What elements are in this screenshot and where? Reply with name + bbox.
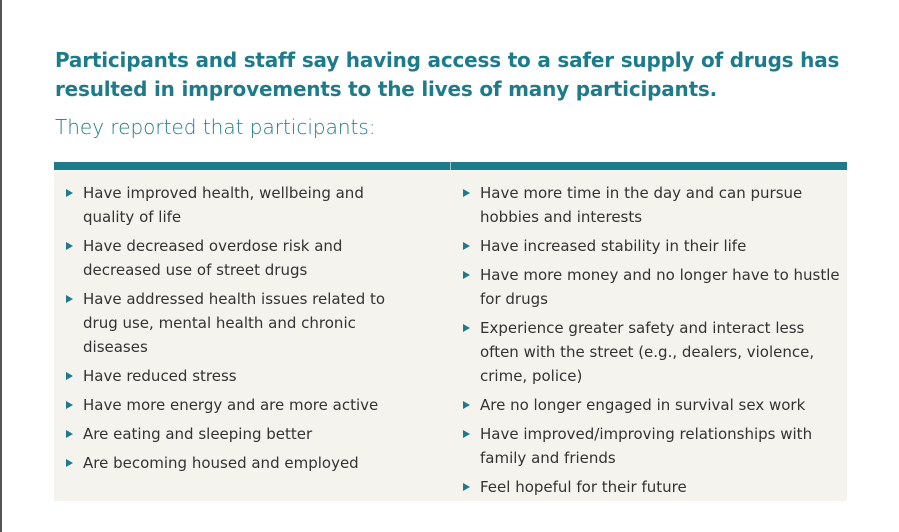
bullet-arrow-icon — [463, 271, 470, 279]
bullet-arrow-icon — [463, 189, 470, 197]
bullet-arrow-icon — [66, 295, 73, 303]
list-item-text: Are eating and sleeping better — [83, 425, 313, 443]
list-item: Have decreased overdose risk and decreas… — [66, 234, 426, 282]
list-item: Are eating and sleeping better — [66, 422, 426, 446]
bullet-arrow-icon — [66, 459, 73, 467]
list-item-text: Have addressed health issues related to … — [83, 290, 386, 356]
list-item-text: Have improved health, wellbeing and qual… — [83, 184, 364, 226]
list-item: Have improved health, wellbeing and qual… — [66, 181, 426, 229]
bullet-arrow-icon — [463, 483, 470, 491]
list-item-text: Have increased stability in their life — [480, 237, 747, 255]
list-item-text: Have reduced stress — [83, 367, 237, 385]
list-item: Have more time in the day and can pursue… — [463, 181, 843, 229]
page-edge — [0, 0, 2, 532]
list-item-text: Have more energy and are more active — [83, 396, 379, 414]
list-item-text: Have more time in the day and can pursue… — [480, 184, 803, 226]
bullet-arrow-icon — [66, 430, 73, 438]
list-item-text: Experience greater safety and interact l… — [480, 319, 815, 385]
list-item: Feel hopeful for their future — [463, 475, 843, 499]
list-item-text: Have improved/improving relationships wi… — [480, 425, 813, 467]
list-item: Are no longer engaged in survival sex wo… — [463, 393, 843, 417]
list-item: Have increased stability in their life — [463, 234, 843, 258]
column-divider — [450, 162, 451, 170]
list-item: Experience greater safety and interact l… — [463, 316, 843, 388]
list-item: Have more energy and are more active — [66, 393, 426, 417]
list-item-text: Are becoming housed and employed — [83, 454, 359, 472]
bullet-arrow-icon — [463, 401, 470, 409]
page-title: Participants and staff say having access… — [55, 48, 840, 101]
bullet-arrow-icon — [463, 324, 470, 332]
list-item-text: Are no longer engaged in survival sex wo… — [480, 396, 806, 414]
list-item-text: Have more money and no longer have to hu… — [480, 266, 840, 308]
list-item: Are becoming housed and employed — [66, 451, 426, 475]
findings-panel: Have improved health, wellbeing and qual… — [54, 170, 847, 501]
list-item: Have more money and no longer have to hu… — [463, 263, 843, 311]
bullet-arrow-icon — [463, 430, 470, 438]
list-item: Have addressed health issues related to … — [66, 287, 426, 359]
list-item: Have improved/improving relationships wi… — [463, 422, 843, 470]
bullet-arrow-icon — [66, 242, 73, 250]
right-list: Have more time in the day and can pursue… — [463, 181, 843, 504]
page-subtitle: They reported that participants: — [55, 115, 376, 139]
list-item-text: Feel hopeful for their future — [480, 478, 687, 496]
bullet-arrow-icon — [463, 242, 470, 250]
list-item: Have reduced stress — [66, 364, 426, 388]
bullet-arrow-icon — [66, 372, 73, 380]
list-item-text: Have decreased overdose risk and decreas… — [83, 237, 343, 279]
header-bar — [54, 162, 847, 170]
bullet-arrow-icon — [66, 401, 73, 409]
bullet-arrow-icon — [66, 189, 73, 197]
left-list: Have improved health, wellbeing and qual… — [66, 181, 426, 480]
